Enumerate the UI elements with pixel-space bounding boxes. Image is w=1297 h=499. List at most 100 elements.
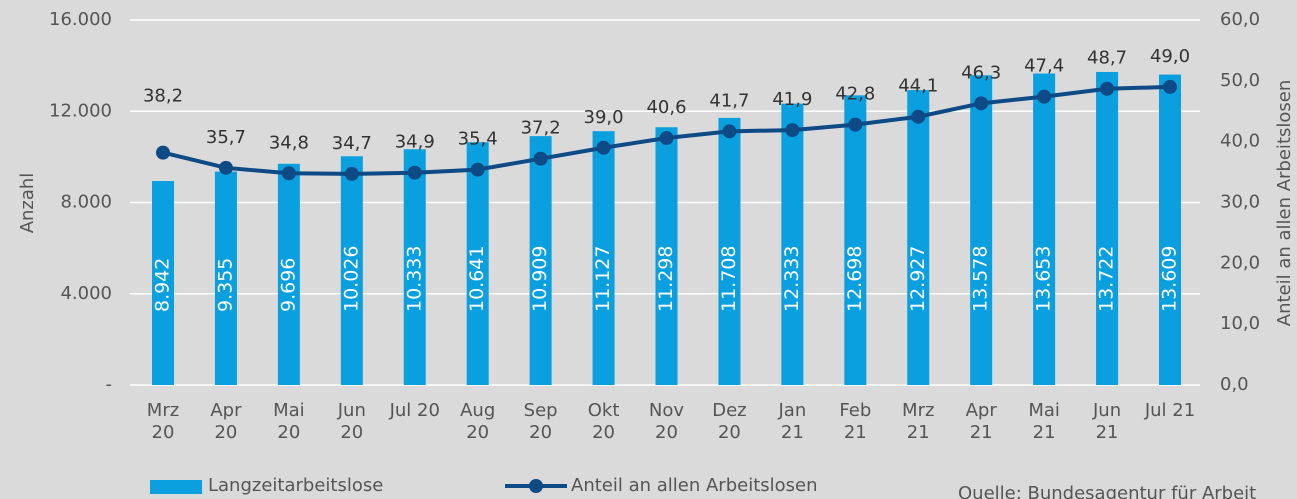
line-point (407, 165, 422, 180)
line-point (533, 151, 548, 166)
line-value-label: 40,6 (646, 97, 686, 118)
bar (277, 163, 300, 385)
x-tick-label: Apr 21 (965, 400, 997, 443)
line-point (281, 166, 296, 181)
legend-label: Langzeitarbeitslose (208, 475, 383, 496)
line-point (470, 162, 485, 177)
y2-tick-label: 10,0 (1220, 313, 1260, 334)
bar-value-label: 10.026 (340, 246, 362, 312)
bar-value-label: 12.333 (781, 246, 803, 312)
x-tick-label: Feb 21 (839, 400, 872, 443)
bar (781, 103, 804, 385)
x-tick-label: Jan 21 (778, 400, 807, 443)
legend-label: Anteil an allen Arbeitslosen (571, 475, 818, 496)
line-point (785, 123, 800, 138)
line-point (596, 140, 611, 155)
line-value-label: 38,2 (143, 86, 183, 107)
bar-value-label: 12.927 (907, 246, 929, 312)
legend-marker (529, 479, 543, 493)
y2-tick-label: 50,0 (1220, 70, 1260, 91)
x-tick-label: Sep 20 (523, 400, 558, 443)
line-point (1100, 81, 1115, 96)
bar (718, 117, 741, 385)
line-value-label: 41,7 (709, 90, 749, 111)
line-point (1037, 89, 1052, 104)
line-value-label: 48,7 (1087, 48, 1127, 69)
y-tick-label: - (106, 374, 113, 395)
bar-value-label: 9.696 (277, 258, 299, 312)
y-tick-label: 8.000 (60, 192, 112, 213)
bar (340, 156, 363, 385)
x-tick-label: Apr 20 (210, 400, 242, 443)
bar (1096, 71, 1119, 386)
line-value-label: 35,4 (458, 129, 498, 150)
legend-swatch (150, 480, 202, 494)
y-axis-label: Anzahl (17, 173, 38, 234)
x-tick-label: Dez 20 (712, 400, 747, 443)
line-value-label: 46,3 (961, 62, 1001, 83)
bar (844, 95, 867, 385)
line-value-label: 49,0 (1150, 46, 1190, 67)
bar-value-label: 10.641 (466, 246, 488, 312)
x-tick-label: Mrz 21 (902, 400, 935, 443)
bar-value-label: 12.698 (844, 246, 866, 312)
y2-tick-label: 60,0 (1220, 9, 1260, 30)
bar (1033, 73, 1056, 385)
line-point (218, 160, 233, 175)
line-value-label: 44,1 (898, 76, 938, 97)
line-value-label: 34,8 (269, 132, 309, 153)
bar (529, 136, 552, 385)
x-tick-label: Jul 21 (1144, 400, 1196, 421)
line-point (911, 109, 926, 124)
bar-value-label: 13.578 (970, 246, 992, 312)
x-tick-label: Mrz 20 (146, 400, 180, 443)
line-value-label: 39,0 (584, 107, 624, 128)
bar-value-label: 9.355 (214, 258, 236, 312)
line-value-label: 41,9 (772, 89, 812, 110)
bar (655, 127, 678, 385)
source: Quelle: Bundesagentur für Arbeit (958, 483, 1256, 499)
bar-value-label: 13.722 (1096, 246, 1118, 312)
bar-value-label: 11.298 (655, 246, 677, 312)
y2-tick-label: 30,0 (1220, 192, 1260, 213)
bar (592, 131, 615, 385)
line-value-label: 34,9 (395, 132, 435, 153)
bar-value-label: 13.609 (1159, 246, 1181, 312)
y-tick-label: 4.000 (60, 283, 112, 304)
line-value-label: 35,7 (206, 127, 246, 148)
bar (152, 181, 174, 385)
bar (907, 90, 930, 385)
bar (466, 142, 489, 385)
y2-tick-label: 0,0 (1220, 374, 1249, 395)
line-point (156, 145, 170, 160)
line-value-label: 34,7 (332, 133, 372, 154)
bar-value-label: 13.653 (1033, 246, 1055, 312)
bar (403, 149, 426, 385)
y2-axis-label: Anteil an allen Arbeitslosen (1274, 80, 1295, 327)
bar-value-label: 8.942 (152, 258, 174, 312)
x-tick-label: Mai 20 (273, 400, 305, 443)
x-tick-label: Aug 20 (460, 400, 496, 443)
bar-value-label: 11.708 (718, 246, 740, 312)
x-tick-label: Nov 20 (648, 400, 685, 443)
x-tick-label: Okt 20 (587, 400, 620, 443)
x-tick-label: Mai 21 (1028, 400, 1060, 443)
y-tick-label: 12.000 (49, 100, 112, 121)
bar (970, 75, 993, 385)
x-tick-label: Jun 21 (1093, 400, 1122, 443)
bar (1159, 74, 1181, 386)
x-tick-label: Jul 20 (389, 400, 440, 421)
line-point (659, 131, 674, 146)
y-tick-label: 16.000 (49, 9, 112, 30)
line-point (974, 96, 989, 111)
line-value-label: 37,2 (521, 118, 561, 139)
line-value-label: 42,8 (835, 84, 875, 105)
bar-value-label: 11.127 (592, 246, 614, 312)
line-point (344, 166, 359, 181)
y2-tick-label: 20,0 (1220, 252, 1260, 273)
line-point (722, 124, 737, 139)
y2-tick-label: 40,0 (1220, 131, 1260, 152)
bar-value-label: 10.333 (403, 246, 425, 312)
